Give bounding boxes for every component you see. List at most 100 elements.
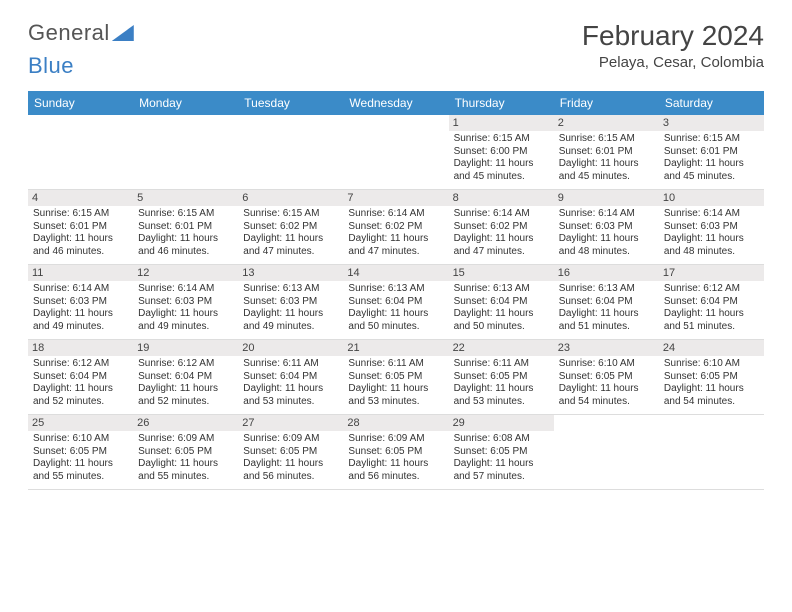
calendar-empty-cell bbox=[554, 415, 659, 490]
calendar-week-row: 25Sunrise: 6:10 AMSunset: 6:05 PMDayligh… bbox=[28, 415, 764, 490]
day-details: Sunrise: 6:13 AMSunset: 6:04 PMDaylight:… bbox=[454, 283, 549, 333]
day-number: 17 bbox=[659, 265, 764, 281]
day-header: Tuesday bbox=[238, 91, 343, 115]
calendar-day-cell: 2Sunrise: 6:15 AMSunset: 6:01 PMDaylight… bbox=[554, 115, 659, 190]
day-number: 2 bbox=[554, 115, 659, 131]
calendar-day-cell: 12 Sunrise: 6:14 AMSunset: 6:03 PMDayligh… bbox=[133, 265, 238, 340]
calendar-day-cell: 20 Sunrise: 6:11 AMSunset: 6:04 PMDayligh… bbox=[238, 340, 343, 415]
calendar-day-cell: 24 Sunrise: 6:10 AMSunset: 6:05 PMDayligh… bbox=[659, 340, 764, 415]
logo-triangle-icon bbox=[112, 25, 134, 41]
day-number: 16 bbox=[554, 265, 659, 281]
day-number: 22 bbox=[449, 340, 554, 356]
calendar-day-cell: 17 Sunrise: 6:12 AMSunset: 6:04 PMDayligh… bbox=[659, 265, 764, 340]
day-number: 25 bbox=[28, 415, 133, 431]
day-number: 1 bbox=[449, 115, 554, 131]
day-details: Sunrise: 6:09 AMSunset: 6:05 PMDaylight:… bbox=[243, 433, 338, 483]
day-number: 27 bbox=[238, 415, 343, 431]
day-details: Sunrise: 6:15 AMSunset: 6:01 PMDaylight:… bbox=[33, 208, 128, 258]
calendar-day-cell: 16 Sunrise: 6:13 AMSunset: 6:04 PMDayligh… bbox=[554, 265, 659, 340]
calendar-empty-cell bbox=[343, 115, 448, 190]
calendar-day-cell: 14 Sunrise: 6:13 AMSunset: 6:04 PMDayligh… bbox=[343, 265, 448, 340]
calendar-day-cell: 23 Sunrise: 6:10 AMSunset: 6:05 PMDayligh… bbox=[554, 340, 659, 415]
day-details: Sunrise: 6:09 AMSunset: 6:05 PMDaylight:… bbox=[138, 433, 233, 483]
calendar-day-cell: 1Sunrise: 6:15 AMSunset: 6:00 PMDaylight… bbox=[449, 115, 554, 190]
calendar-table: SundayMondayTuesdayWednesdayThursdayFrid… bbox=[28, 91, 764, 490]
day-details: Sunrise: 6:15 AMSunset: 6:01 PMDaylight:… bbox=[664, 133, 759, 183]
calendar-day-cell: 7Sunrise: 6:14 AMSunset: 6:02 PMDaylight… bbox=[343, 190, 448, 265]
calendar-page: General February 2024 Pelaya, Cesar, Col… bbox=[0, 0, 792, 500]
day-details: Sunrise: 6:14 AMSunset: 6:03 PMDaylight:… bbox=[559, 208, 654, 258]
calendar-empty-cell bbox=[133, 115, 238, 190]
day-details: Sunrise: 6:12 AMSunset: 6:04 PMDaylight:… bbox=[33, 358, 128, 408]
calendar-day-cell: 4 Sunrise: 6:15 AMSunset: 6:01 PMDaylight… bbox=[28, 190, 133, 265]
day-number: 11 bbox=[28, 265, 133, 281]
calendar-day-cell: 9 Sunrise: 6:14 AMSunset: 6:03 PMDaylight… bbox=[554, 190, 659, 265]
logo-text-1: General bbox=[28, 20, 110, 46]
day-number: 19 bbox=[133, 340, 238, 356]
day-header: Sunday bbox=[28, 91, 133, 115]
day-number: 7 bbox=[343, 190, 448, 206]
day-details: Sunrise: 6:14 AMSunset: 6:03 PMDaylight:… bbox=[138, 283, 233, 333]
calendar-day-cell: 10 Sunrise: 6:14 AMSunset: 6:03 PMDayligh… bbox=[659, 190, 764, 265]
day-details: Sunrise: 6:13 AMSunset: 6:04 PMDaylight:… bbox=[559, 283, 654, 333]
day-header: Friday bbox=[554, 91, 659, 115]
day-details: Sunrise: 6:08 AMSunset: 6:05 PMDaylight:… bbox=[454, 433, 549, 483]
day-number: 18 bbox=[28, 340, 133, 356]
day-details: Sunrise: 6:09 AMSunset: 6:05 PMDaylight:… bbox=[348, 433, 443, 483]
calendar-day-cell: 6Sunrise: 6:15 AMSunset: 6:02 PMDaylight… bbox=[238, 190, 343, 265]
calendar-day-cell: 19 Sunrise: 6:12 AMSunset: 6:04 PMDayligh… bbox=[133, 340, 238, 415]
day-details: Sunrise: 6:10 AMSunset: 6:05 PMDaylight:… bbox=[559, 358, 654, 408]
calendar-day-cell: 11 Sunrise: 6:14 AMSunset: 6:03 PMDayligh… bbox=[28, 265, 133, 340]
calendar-week-row: 18 Sunrise: 6:12 AMSunset: 6:04 PMDayligh… bbox=[28, 340, 764, 415]
calendar-body: 1Sunrise: 6:15 AMSunset: 6:00 PMDaylight… bbox=[28, 115, 764, 490]
calendar-day-cell: 18 Sunrise: 6:12 AMSunset: 6:04 PMDayligh… bbox=[28, 340, 133, 415]
day-number: 15 bbox=[449, 265, 554, 281]
day-details: Sunrise: 6:14 AMSunset: 6:03 PMDaylight:… bbox=[33, 283, 128, 333]
calendar-day-cell: 27 Sunrise: 6:09 AMSunset: 6:05 PMDayligh… bbox=[238, 415, 343, 490]
day-number: 21 bbox=[343, 340, 448, 356]
calendar-empty-cell bbox=[659, 415, 764, 490]
day-number: 24 bbox=[659, 340, 764, 356]
calendar-empty-cell bbox=[238, 115, 343, 190]
day-number: 4 bbox=[28, 190, 133, 206]
day-details: Sunrise: 6:15 AMSunset: 6:01 PMDaylight:… bbox=[138, 208, 233, 258]
calendar-day-cell: 29 Sunrise: 6:08 AMSunset: 6:05 PMDayligh… bbox=[449, 415, 554, 490]
calendar-head: SundayMondayTuesdayWednesdayThursdayFrid… bbox=[28, 91, 764, 115]
day-number: 10 bbox=[659, 190, 764, 206]
day-number: 23 bbox=[554, 340, 659, 356]
calendar-empty-cell bbox=[28, 115, 133, 190]
calendar-week-row: 11 Sunrise: 6:14 AMSunset: 6:03 PMDayligh… bbox=[28, 265, 764, 340]
day-number: 28 bbox=[343, 415, 448, 431]
month-title: February 2024 bbox=[582, 20, 764, 52]
day-header: Monday bbox=[133, 91, 238, 115]
day-header: Saturday bbox=[659, 91, 764, 115]
day-details: Sunrise: 6:14 AMSunset: 6:03 PMDaylight:… bbox=[664, 208, 759, 258]
day-details: Sunrise: 6:12 AMSunset: 6:04 PMDaylight:… bbox=[664, 283, 759, 333]
day-number: 14 bbox=[343, 265, 448, 281]
title-block: February 2024 Pelaya, Cesar, Colombia bbox=[582, 20, 764, 71]
calendar-week-row: 1Sunrise: 6:15 AMSunset: 6:00 PMDaylight… bbox=[28, 115, 764, 190]
calendar-day-cell: 26 Sunrise: 6:09 AMSunset: 6:05 PMDayligh… bbox=[133, 415, 238, 490]
calendar-day-cell: 25Sunrise: 6:10 AMSunset: 6:05 PMDayligh… bbox=[28, 415, 133, 490]
calendar-day-cell: 3Sunrise: 6:15 AMSunset: 6:01 PMDaylight… bbox=[659, 115, 764, 190]
calendar-day-cell: 28 Sunrise: 6:09 AMSunset: 6:05 PMDayligh… bbox=[343, 415, 448, 490]
day-number: 20 bbox=[238, 340, 343, 356]
day-details: Sunrise: 6:12 AMSunset: 6:04 PMDaylight:… bbox=[138, 358, 233, 408]
day-details: Sunrise: 6:13 AMSunset: 6:04 PMDaylight:… bbox=[348, 283, 443, 333]
day-details: Sunrise: 6:11 AMSunset: 6:05 PMDaylight:… bbox=[348, 358, 443, 408]
calendar-day-cell: 21 Sunrise: 6:11 AMSunset: 6:05 PMDayligh… bbox=[343, 340, 448, 415]
calendar-day-cell: 15 Sunrise: 6:13 AMSunset: 6:04 PMDayligh… bbox=[449, 265, 554, 340]
day-number: 9 bbox=[554, 190, 659, 206]
day-number: 13 bbox=[238, 265, 343, 281]
calendar-day-cell: 5Sunrise: 6:15 AMSunset: 6:01 PMDaylight… bbox=[133, 190, 238, 265]
day-details: Sunrise: 6:10 AMSunset: 6:05 PMDaylight:… bbox=[664, 358, 759, 408]
day-header: Thursday bbox=[449, 91, 554, 115]
day-number: 8 bbox=[449, 190, 554, 206]
calendar-day-cell: 8 Sunrise: 6:14 AMSunset: 6:02 PMDaylight… bbox=[449, 190, 554, 265]
day-details: Sunrise: 6:14 AMSunset: 6:02 PMDaylight:… bbox=[454, 208, 549, 258]
day-number: 26 bbox=[133, 415, 238, 431]
calendar-day-cell: 13Sunrise: 6:13 AMSunset: 6:03 PMDayligh… bbox=[238, 265, 343, 340]
day-number: 12 bbox=[133, 265, 238, 281]
day-number: 29 bbox=[449, 415, 554, 431]
day-details: Sunrise: 6:11 AMSunset: 6:04 PMDaylight:… bbox=[243, 358, 338, 408]
